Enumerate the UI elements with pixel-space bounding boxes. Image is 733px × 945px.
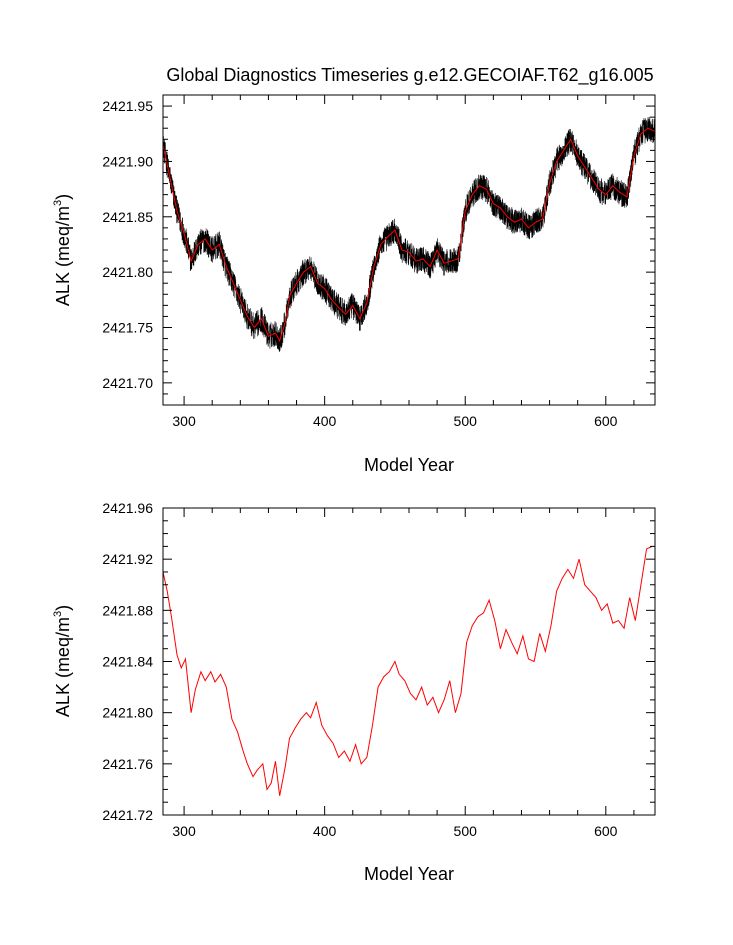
top-chart-ticks: 300 400 500 600 2421.70 2421.75 2421.80 2421.85… [102,94,655,429]
y-tick-label: 2421.88 [102,602,153,618]
bottom-y-label-suffix: ) [53,605,73,611]
bottom-chart-ticks: 300 400 500 600 2421.72 2421.76 2421.80 2421.84… [102,500,655,839]
y-tick-label: 2421.70 [102,375,153,391]
series-line-annual [163,127,655,343]
top-chart-data-layer [163,116,655,352]
y-tick-label: 2421.92 [102,551,153,567]
top-y-label-prefix: ALK (meq/m [53,206,73,306]
bottom-chart: 300 400 500 600 2421.72 2421.76 2421.80 2421.84… [52,500,656,884]
bottom-chart-x-axis-label: Model Year [364,864,454,884]
top-chart: Global Diagnostics Timeseries g.e12.GECO… [52,65,656,475]
bottom-chart-plot-frame [162,507,656,816]
y-tick-label: 2421.80 [102,264,153,280]
x-tick-label: 500 [454,823,478,839]
y-tick-label: 2421.95 [102,98,153,114]
top-y-label-suffix: ) [53,194,73,200]
x-tick-label: 300 [172,823,196,839]
x-tick-label: 600 [594,823,618,839]
bottom-y-label-superscript: 3 [52,611,64,617]
bottom-chart-data-layer [163,545,653,796]
chart-title: Global Diagnostics Timeseries g.e12.GECO… [166,65,653,86]
top-chart-x-axis-label: Model Year [364,455,454,475]
y-tick-label: 2421.80 [102,705,153,721]
bottom-y-label-prefix: ALK (meq/m [53,617,73,717]
x-tick-label: 400 [313,413,337,429]
series-line-monthly [163,116,655,352]
y-tick-label: 2421.85 [102,209,153,225]
x-tick-label: 400 [313,823,337,839]
y-tick-label: 2421.75 [102,320,153,336]
y-tick-label: 2421.96 [102,500,153,516]
top-chart-y-axis-label: ALK (meq/m3) [52,194,73,306]
x-tick-label: 600 [594,413,618,429]
y-tick-label: 2421.90 [102,153,153,169]
top-y-label-superscript: 3 [52,200,64,206]
y-tick-label: 2421.84 [102,654,153,670]
y-tick-label: 2421.72 [102,807,153,823]
y-tick-label: 2421.76 [102,756,153,772]
bottom-chart-y-axis-label: ALK (meq/m3) [52,605,73,717]
x-tick-label: 500 [454,413,478,429]
series-line-annual [163,545,653,796]
x-tick-label: 300 [172,413,196,429]
